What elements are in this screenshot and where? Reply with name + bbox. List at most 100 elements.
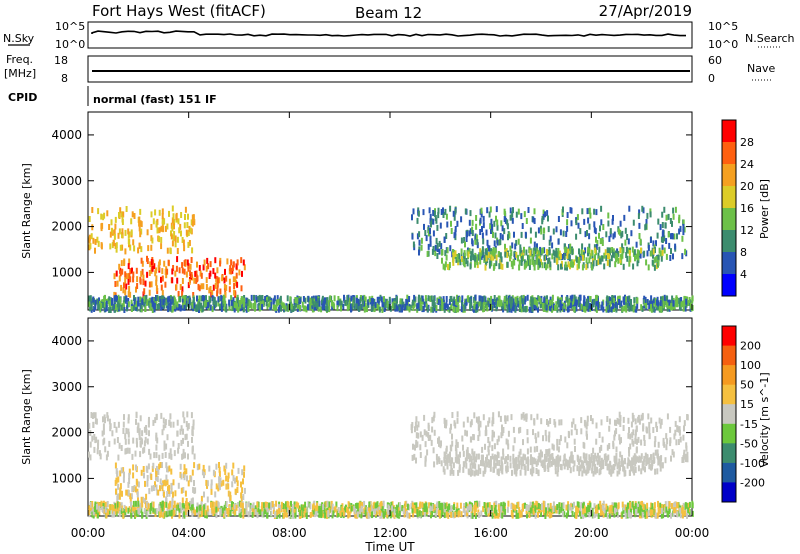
data-cell xyxy=(375,505,378,512)
data-cell xyxy=(408,512,411,519)
data-cell xyxy=(480,211,483,218)
data-cell xyxy=(133,304,136,311)
data-cell xyxy=(114,508,117,515)
data-cell xyxy=(534,231,537,238)
data-cell xyxy=(492,231,494,238)
data-cell xyxy=(461,295,464,302)
data-cell xyxy=(216,267,219,274)
data-cell xyxy=(669,440,672,447)
data-cell xyxy=(448,503,451,510)
data-cell xyxy=(288,505,291,512)
data-cell xyxy=(579,254,582,261)
data-cell xyxy=(431,426,434,433)
data-cell xyxy=(550,511,553,518)
data-cell xyxy=(681,457,684,463)
data-cell xyxy=(170,468,173,475)
data-cell xyxy=(682,456,685,463)
data-cell xyxy=(566,442,569,449)
data-cell xyxy=(192,296,195,303)
data-cell xyxy=(222,301,225,307)
data-cell xyxy=(164,419,167,426)
data-cell xyxy=(363,500,366,507)
data-cell xyxy=(609,300,612,307)
data-cell xyxy=(566,296,569,303)
data-cell xyxy=(122,300,125,307)
data-cell xyxy=(629,443,632,450)
data-cell xyxy=(589,502,592,509)
data-cell xyxy=(560,502,563,509)
data-cell xyxy=(678,297,681,304)
colorbar-swatch xyxy=(722,142,736,165)
data-cell xyxy=(211,507,214,514)
data-cell xyxy=(542,509,545,516)
data-cell xyxy=(402,508,405,515)
data-cell xyxy=(469,210,472,217)
data-cell xyxy=(312,301,315,308)
data-cell xyxy=(131,211,134,218)
data-cell xyxy=(559,455,562,462)
data-cell xyxy=(413,505,416,511)
data-cell xyxy=(119,483,122,490)
data-cell xyxy=(523,259,526,266)
data-cell xyxy=(506,298,509,305)
data-cell xyxy=(190,272,193,278)
data-cell xyxy=(572,418,575,425)
data-cell xyxy=(358,511,361,518)
data-cell xyxy=(492,418,495,424)
data-cell xyxy=(452,249,454,255)
data-cell xyxy=(625,252,628,258)
data-cell xyxy=(451,440,454,447)
data-cell xyxy=(580,417,583,424)
data-cell xyxy=(463,261,466,268)
data-cell xyxy=(631,457,634,464)
data-cell xyxy=(485,505,488,512)
data-cell xyxy=(115,426,118,433)
data-cell xyxy=(95,436,98,443)
data-cell xyxy=(514,296,517,303)
data-cell xyxy=(112,505,115,511)
data-cell xyxy=(212,501,215,508)
data-cell xyxy=(534,248,537,255)
data-cell xyxy=(311,297,314,304)
data-cell xyxy=(571,301,573,307)
data-cell xyxy=(224,268,226,275)
data-cell xyxy=(603,507,606,514)
data-cell xyxy=(534,299,537,305)
data-cell xyxy=(154,508,157,515)
data-cell xyxy=(346,506,349,513)
data-cell xyxy=(573,294,576,301)
data-cell xyxy=(135,286,137,293)
data-cell xyxy=(602,500,605,507)
data-cell xyxy=(123,414,125,421)
data-cell xyxy=(176,256,179,263)
data-cell xyxy=(224,469,227,475)
data-cell xyxy=(199,508,202,515)
data-cell xyxy=(496,454,498,461)
data-cell xyxy=(139,220,142,227)
data-cell xyxy=(583,298,586,305)
data-cell xyxy=(633,303,636,310)
data-cell xyxy=(203,509,206,516)
data-cell xyxy=(462,506,465,513)
data-cell xyxy=(473,470,476,477)
data-cell xyxy=(127,301,130,308)
data-cell xyxy=(173,509,176,516)
data-cell xyxy=(188,298,191,305)
data-cell xyxy=(556,507,559,514)
data-cell xyxy=(270,510,273,517)
data-cell xyxy=(506,302,509,309)
data-cell xyxy=(340,305,342,312)
data-cell xyxy=(386,300,389,307)
data-cell xyxy=(557,264,560,271)
data-cell xyxy=(408,504,410,511)
data-cell xyxy=(661,237,664,243)
data-cell xyxy=(141,430,144,437)
data-cell xyxy=(567,509,570,516)
data-cell xyxy=(517,512,520,519)
data-cell xyxy=(499,415,502,422)
data-cell xyxy=(169,413,172,420)
data-cell xyxy=(439,512,442,518)
data-cell xyxy=(427,227,430,233)
date-title: 27/Apr/2019 xyxy=(599,2,692,20)
data-cell xyxy=(240,496,243,503)
